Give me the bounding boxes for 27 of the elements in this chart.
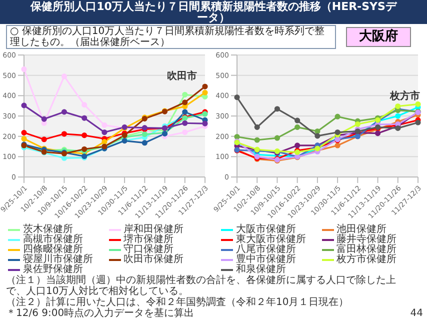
text: （注２）計算に用いた人口は、令和２年国勢調査（令和２年10月１日現在） (6, 297, 350, 308)
legend-label: 吹田市保健所 (124, 254, 184, 265)
text: （注１）当該期間（週）中の新規陽性者数の合計を、各保健所に属する人口で除した上で、人口10万人対比で相対化している。 (6, 275, 397, 297)
legend-label: 岸和田保健所 (124, 224, 184, 235)
legend-label: 富田林保健所 (336, 244, 396, 255)
legend-label: 寝屋川市保健所 (23, 254, 93, 265)
legend-label: 守口保健所 (124, 244, 174, 255)
legend-label: 枚方市保健所 (336, 254, 396, 265)
annotation: 枚方市 (390, 89, 420, 103)
chart-title: 保健所別人口10万人当たり７日間累積新規陽性者数の推移（HER-SYSデータ） (0, 0, 427, 24)
legend-label: 豊中市保健所 (236, 254, 296, 265)
chart-subtitle: ○ 保健所別の人口10万人当たり７日間累積新規陽性者数を時系列で整理したもの。（届出保健所ベース） (6, 25, 336, 49)
text: ＊12/6 9:00時点の入力データを基に算出 (6, 308, 196, 319)
legend-label: 東大阪市保健所 (236, 234, 306, 245)
legend-label: 藤井寺保健所 (336, 234, 396, 245)
text: 44 (410, 308, 423, 319)
legend-label: 四條畷保健所 (23, 244, 83, 255)
legend-label: 堺市保健所 (124, 234, 174, 245)
legend-label: 高槻市保健所 (23, 234, 83, 245)
legend-label: 池田保健所 (336, 224, 386, 235)
legend-label: 八尾市保健所 (236, 244, 296, 255)
legend-label: 和泉保健所 (236, 264, 286, 275)
legend-label: 茨木保健所 (23, 224, 73, 235)
legend-label: 大阪市保健所 (236, 224, 296, 235)
annotation: 吹田市 (167, 69, 197, 83)
text: 大阪府 (346, 27, 411, 47)
legend-label: 泉佐野保健所 (23, 264, 83, 275)
